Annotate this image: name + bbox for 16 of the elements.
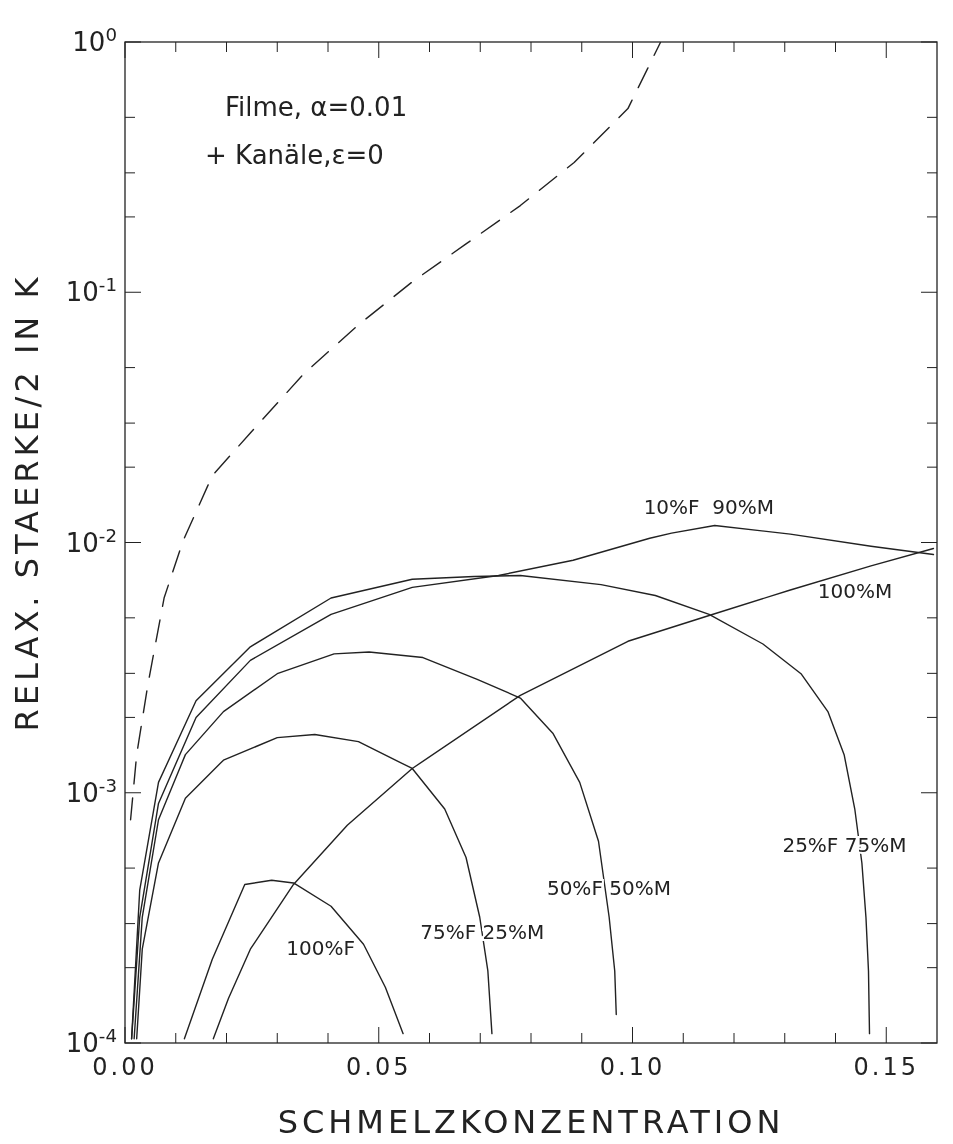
- y-tick-label: 10$^{-2}$: [65, 524, 117, 558]
- x-tick-label: 0.05: [346, 1053, 412, 1081]
- y-tick-label: 10$^{-3}$: [65, 774, 117, 808]
- series-label: 75%F 25%M: [420, 919, 545, 944]
- y-tick-label: 10$^{-1}$: [65, 273, 117, 308]
- y-axis-title: RELAX. STAERKE/2 IN K: [8, 273, 46, 732]
- x-tick-label: 0.10: [599, 1053, 666, 1081]
- annotation: Filme, α=0.01: [225, 92, 408, 122]
- annotation: + Kanäle,ε=0: [205, 140, 384, 170]
- x-axis-title: SCHMELZKONZENTRATION: [277, 1103, 785, 1141]
- series-label: 10%F 90%M: [643, 494, 775, 519]
- y-tick-label: 10$^{0}$: [72, 23, 117, 57]
- series-label: 100%M: [817, 579, 893, 604]
- series-label: 50%F 50%M: [546, 875, 671, 900]
- series-label: 100%F: [286, 935, 356, 960]
- x-tick-label: 0.15: [853, 1053, 919, 1081]
